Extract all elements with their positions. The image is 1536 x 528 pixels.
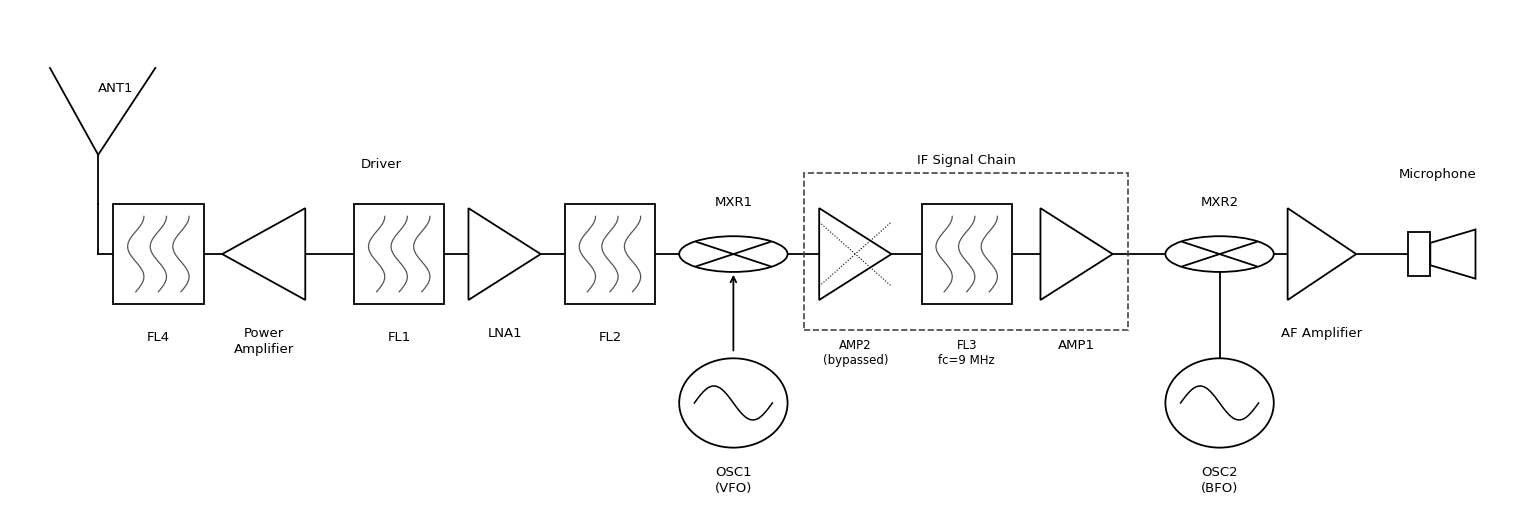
Bar <box>1407 232 1430 277</box>
Circle shape <box>679 236 788 272</box>
Text: OSC2
(BFO): OSC2 (BFO) <box>1201 467 1238 495</box>
Text: AMP1: AMP1 <box>1058 338 1095 352</box>
Polygon shape <box>223 208 306 300</box>
Text: FL1: FL1 <box>387 331 410 344</box>
Polygon shape <box>819 208 891 300</box>
Bar <box>114 204 203 304</box>
Text: IF Signal Chain: IF Signal Chain <box>917 155 1015 167</box>
Circle shape <box>1166 236 1273 272</box>
Polygon shape <box>1430 230 1476 279</box>
Polygon shape <box>1287 208 1356 300</box>
Bar <box>922 204 1012 304</box>
Text: Power
Amplifier: Power Amplifier <box>233 327 293 356</box>
Text: FL2: FL2 <box>599 331 622 344</box>
Text: ANT1: ANT1 <box>98 82 134 95</box>
Text: FL4: FL4 <box>147 331 170 344</box>
Bar <box>565 204 654 304</box>
Bar <box>353 204 444 304</box>
Polygon shape <box>1040 208 1112 300</box>
Ellipse shape <box>1166 359 1273 448</box>
Text: FL3
fc=9 MHz: FL3 fc=9 MHz <box>938 338 995 367</box>
Text: MXR2: MXR2 <box>1201 196 1238 209</box>
Polygon shape <box>468 208 541 300</box>
Text: Driver: Driver <box>361 158 401 171</box>
Text: Microphone: Microphone <box>1399 168 1476 181</box>
Text: LNA1: LNA1 <box>487 327 522 340</box>
Bar <box>805 173 1127 330</box>
Ellipse shape <box>679 359 788 448</box>
Text: MXR1: MXR1 <box>714 196 753 209</box>
Text: OSC1
(VFO): OSC1 (VFO) <box>714 467 753 495</box>
Text: AF Amplifier: AF Amplifier <box>1281 327 1362 340</box>
Text: AMP2
(bypassed): AMP2 (bypassed) <box>823 338 888 367</box>
